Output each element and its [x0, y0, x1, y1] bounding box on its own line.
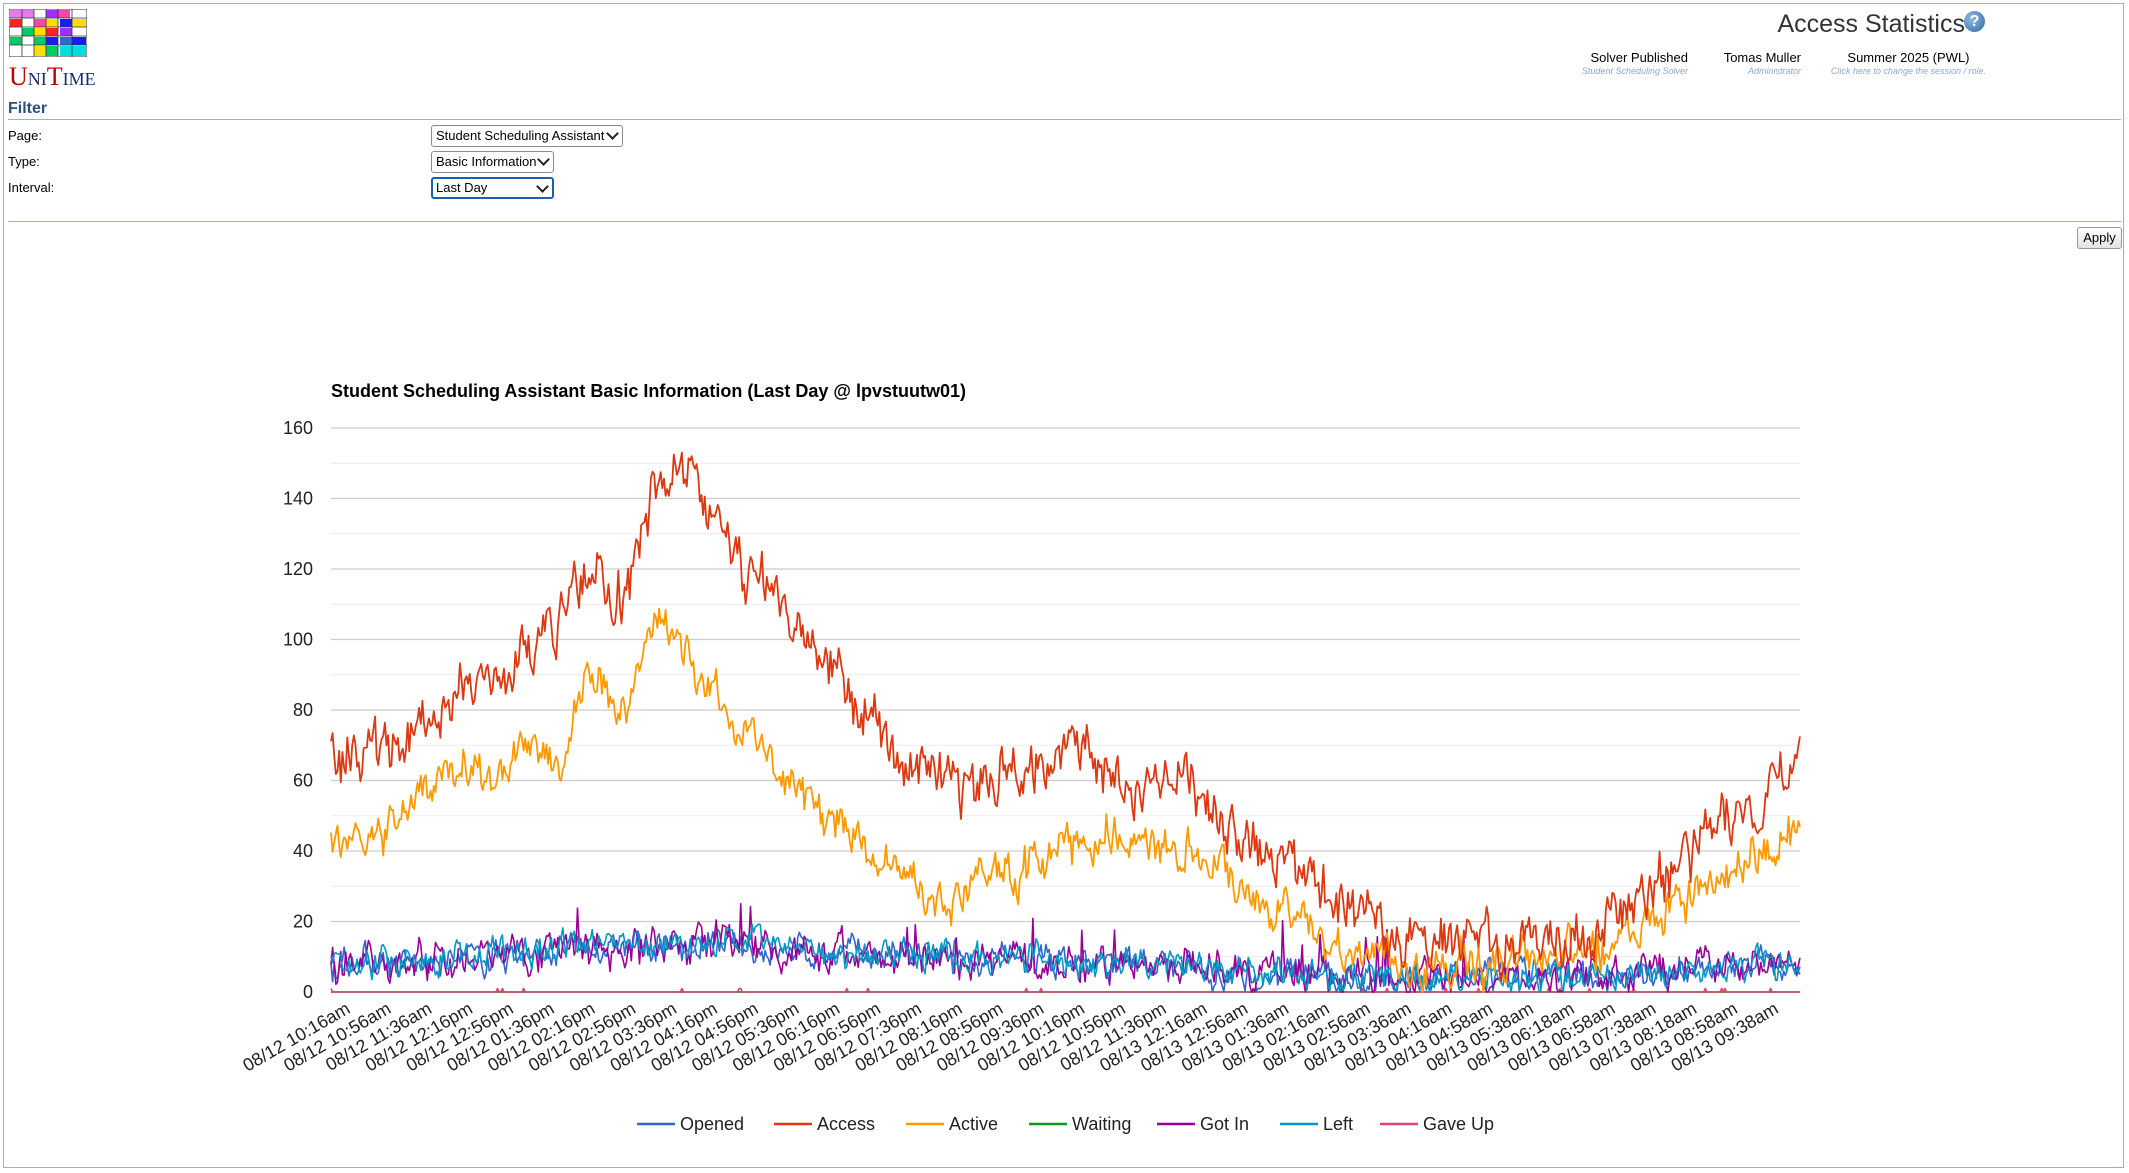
- series-line-gave-up: [330, 987, 1800, 993]
- page-label: Page:: [8, 128, 42, 143]
- chart-title: Student Scheduling Assistant Basic Infor…: [331, 381, 966, 401]
- series-line-active: [330, 607, 1801, 993]
- legend-label: Left: [1323, 1114, 1353, 1134]
- logo-wordmark: UNITIME: [9, 62, 96, 91]
- y-tick-label: 60: [293, 771, 313, 791]
- interval-select-value: Last Day: [436, 180, 488, 195]
- legend-label: Got In: [1200, 1114, 1249, 1134]
- legend-label: Active: [949, 1114, 998, 1134]
- user-info[interactable]: Tomas Muller Administrator: [1724, 50, 1801, 76]
- user-name: Tomas Muller: [1723, 50, 1801, 65]
- logo-grid-icon: [9, 9, 87, 57]
- type-select-value: Basic Information: [436, 154, 537, 169]
- type-label: Type:: [8, 154, 40, 169]
- session-name: Summer 2025 (PWL): [1847, 50, 1970, 65]
- series-line-left: [330, 923, 1801, 993]
- y-tick-label: 80: [293, 700, 313, 720]
- y-tick-label: 100: [283, 630, 313, 650]
- page-title: Access Statistics: [1777, 10, 1965, 38]
- page-frame: [3, 3, 2124, 1168]
- unitime-logo[interactable]: UNITIME: [9, 9, 96, 91]
- filter-section-title: Filter: [8, 100, 48, 117]
- type-select[interactable]: Basic Information: [431, 151, 554, 173]
- help-icon[interactable]: ?: [1964, 11, 1985, 32]
- chart-series: [330, 451, 1801, 993]
- apply-button[interactable]: Apply: [2077, 227, 2122, 249]
- page-select[interactable]: Student Scheduling Assistant: [431, 125, 623, 147]
- page-select-value: Student Scheduling Assistant: [436, 128, 605, 143]
- session-hint: Click here to change the session / role.: [1830, 66, 1986, 76]
- session-selector[interactable]: Summer 2025 (PWL) Click here to change t…: [1831, 50, 1986, 76]
- legend-label: Waiting: [1072, 1114, 1131, 1134]
- legend-label: Access: [817, 1114, 875, 1134]
- solver-status-sub: Student Scheduling Solver: [1581, 66, 1688, 76]
- interval-label: Interval:: [8, 180, 55, 195]
- legend-label: Gave Up: [1423, 1114, 1494, 1134]
- y-tick-label: 20: [293, 912, 313, 932]
- legend-label: Opened: [680, 1114, 744, 1134]
- user-role: Administrator: [1747, 66, 1801, 76]
- chart-grid: [331, 427, 1800, 993]
- chart-legend: Opened Access Active Waiting Got In Left Gave …: [637, 1114, 1494, 1134]
- filter-bottom-divider: [8, 221, 2121, 222]
- y-tick-label: 0: [303, 982, 313, 1002]
- y-tick-label: 160: [283, 418, 313, 438]
- solver-status[interactable]: Solver Published Student Scheduling Solv…: [1582, 50, 1688, 76]
- filter-divider: [8, 119, 2121, 120]
- y-tick-label: 120: [283, 559, 313, 579]
- y-tick-label: 140: [283, 489, 313, 509]
- y-tick-label: 40: [293, 841, 313, 861]
- series-line-access: [330, 451, 1801, 983]
- solver-status-label: Solver Published: [1590, 50, 1688, 65]
- interval-select[interactable]: Last Day: [431, 177, 554, 199]
